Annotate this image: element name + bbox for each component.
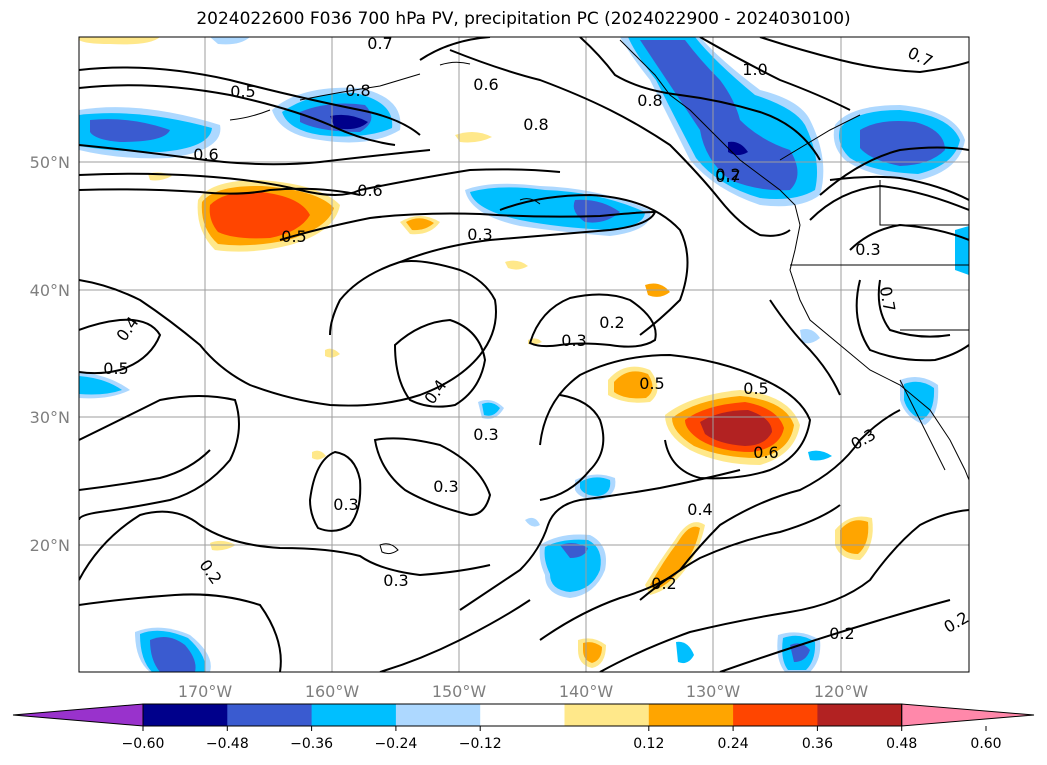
contour-label: 0.3	[433, 477, 458, 496]
colorbar-tick-label: −0.12	[459, 736, 502, 752]
precip-shading	[79, 37, 969, 672]
contour-label: 0.2	[651, 574, 676, 593]
contour-label: 0.8	[637, 91, 662, 110]
contour-label: 0.7	[367, 34, 392, 53]
contour-label: 0.5	[639, 374, 664, 393]
colorbar-segment	[311, 704, 397, 726]
colorbar-tick-label: −0.24	[374, 736, 417, 752]
colorbar-segment	[480, 704, 565, 726]
lat-axis-labels: 50°N 40°N 30°N 20°N	[30, 153, 70, 555]
colorbar-tick-label: −0.48	[206, 736, 249, 752]
lon-label: 120°W	[814, 682, 869, 701]
contour-label: 0.4	[112, 313, 142, 345]
coastlines	[229, 39, 969, 555]
colorbar-segment	[817, 704, 903, 726]
contour-label: 0.7	[876, 285, 899, 313]
gridlines	[79, 37, 969, 672]
colorbar-segment	[227, 704, 313, 726]
lon-label: 160°W	[305, 682, 360, 701]
lon-label: 140°W	[559, 682, 614, 701]
map-frame	[78, 36, 970, 673]
contour-label: 0.5	[743, 379, 768, 398]
colorbar-extend-max	[901, 703, 1035, 727]
colorbar-frame	[142, 703, 903, 727]
contour-label: 0.3	[855, 240, 880, 259]
contour-label: 0.2	[715, 165, 740, 184]
contour-label: 0.3	[561, 331, 586, 350]
colorbar-segment	[648, 704, 734, 726]
colorbar-segment	[143, 704, 228, 726]
colorbar-tick-label: 0.12	[633, 736, 664, 752]
contour-label: 0.6	[193, 145, 218, 164]
contour-label: 0.5	[103, 359, 128, 378]
colorbar: −0.60 −0.48 −0.36 −0.24 −0.12 0.12 0.24 0.36 0.4…	[12, 703, 1035, 752]
colorbar-tick-label: 0.36	[802, 736, 833, 752]
contour-label: 0.6	[753, 443, 778, 462]
contour-label: 0.2	[195, 556, 225, 588]
lat-label: 20°N	[30, 536, 70, 555]
map-plot-area	[79, 37, 969, 672]
contour-label: 0.7	[715, 167, 740, 186]
lat-label: 50°N	[30, 153, 70, 172]
contour-label: 0.3	[383, 571, 408, 590]
contour-label: 0.2	[940, 608, 972, 637]
colorbar-tick-label: −0.36	[290, 736, 333, 752]
contour-label: 0.3	[473, 425, 498, 444]
contour-label: 0.8	[523, 115, 548, 134]
contour-label: 0.3	[333, 495, 358, 514]
pv-contours	[79, 37, 969, 672]
contour-label: 0.4	[420, 376, 450, 408]
contour-label: 0.4	[687, 500, 712, 519]
contour-label: 1.0	[742, 60, 767, 79]
lon-axis-labels: 170°W 160°W 150°W 140°W 130°W 120°W	[178, 682, 869, 701]
lon-label: 130°W	[686, 682, 741, 701]
contour-label: 0.3	[467, 225, 492, 244]
lon-label: 150°W	[432, 682, 487, 701]
colorbar-tick-label: 0.60	[970, 736, 1001, 752]
contour-label: 0.6	[473, 75, 498, 94]
contour-label: 0.2	[829, 624, 854, 643]
colorbar-tick-label: 0.24	[718, 736, 749, 752]
contour-label: 0.7	[905, 43, 936, 71]
contour-label: 0.2	[599, 313, 624, 332]
contour-label: 0.5	[230, 82, 255, 101]
contour-label: 0.6	[357, 181, 382, 200]
colorbar-segment	[395, 704, 481, 726]
lon-label: 170°W	[178, 682, 233, 701]
map-title: 2024022600 F036 700 hPa PV, precipitatio…	[196, 9, 851, 29]
contour-label: 0.5	[281, 227, 306, 246]
colorbar-segment	[733, 704, 818, 726]
colorbar-tick-label: 0.48	[886, 736, 917, 752]
colorbar-segment	[564, 704, 650, 726]
lat-label: 30°N	[30, 408, 70, 427]
colorbar-tick-label: −0.60	[122, 736, 165, 752]
contour-label: 0.8	[345, 81, 370, 100]
lat-label: 40°N	[30, 281, 70, 300]
colorbar-extend-min	[12, 703, 144, 727]
